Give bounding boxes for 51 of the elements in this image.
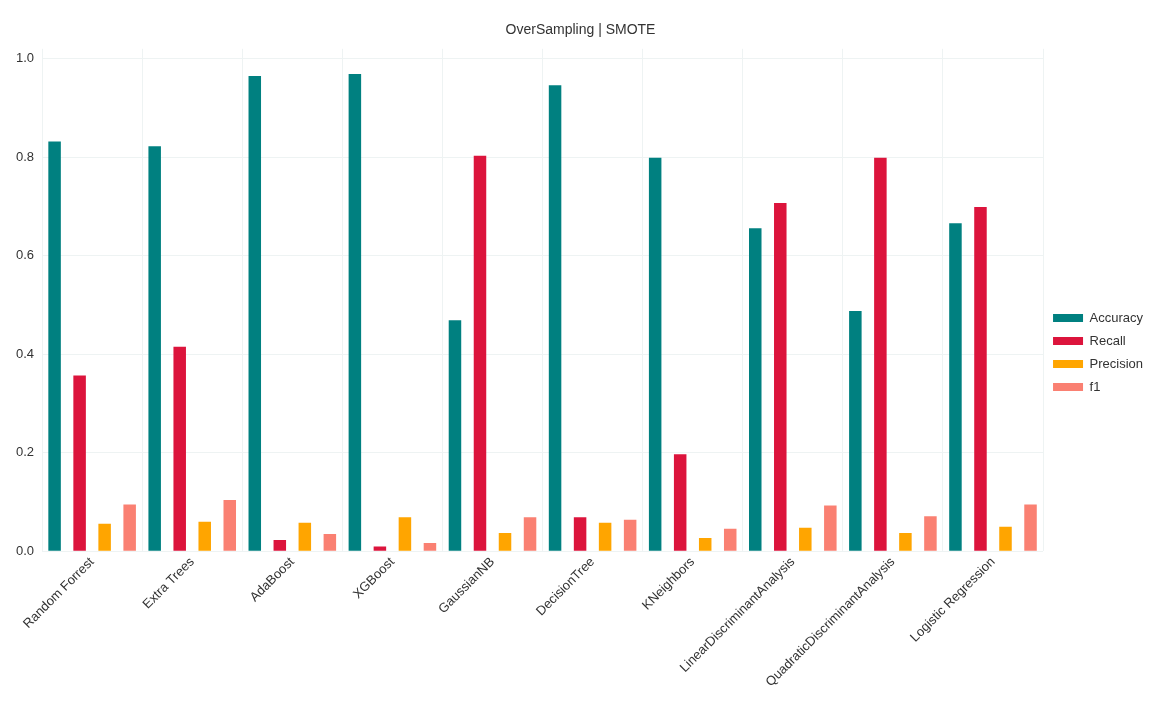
bar (573, 517, 587, 551)
bar (223, 500, 237, 551)
bar (123, 504, 136, 551)
legend-label: Precision (1089, 355, 1143, 371)
legend-label: f1 (1089, 378, 1101, 394)
y-tick-label: 0.4 (15, 345, 35, 361)
bar (698, 538, 712, 551)
bar (373, 546, 387, 551)
bar (1024, 504, 1037, 551)
bar (824, 505, 837, 551)
legend-label: Accuracy (1089, 309, 1144, 325)
bar (999, 526, 1012, 551)
y-tick-label: 0.6 (15, 247, 35, 263)
bar (974, 206, 987, 551)
bar (398, 517, 412, 551)
y-tick-label: 0.0 (15, 542, 35, 558)
bar (799, 527, 812, 551)
bar (198, 521, 211, 551)
bar (648, 157, 662, 551)
bar (623, 519, 637, 551)
bar (598, 522, 612, 551)
bar (73, 375, 86, 551)
bar (248, 75, 262, 551)
bar (749, 228, 762, 551)
bar (323, 534, 337, 551)
bar (98, 523, 111, 551)
chart-title: OverSampling | SMOTE (505, 21, 656, 38)
bar (673, 454, 687, 551)
bar (423, 542, 437, 551)
bar (448, 320, 462, 551)
bar (298, 522, 312, 551)
bar (473, 155, 487, 551)
legend-label: Recall (1089, 332, 1126, 348)
bar (849, 310, 862, 551)
bar (899, 533, 912, 551)
bar (924, 516, 937, 551)
bar (523, 517, 537, 551)
y-tick-label: 0.8 (15, 148, 35, 164)
y-tick-label: 1.0 (15, 50, 35, 66)
bar (48, 141, 61, 551)
bar (548, 85, 562, 551)
bar (348, 73, 362, 551)
bar (498, 533, 512, 551)
bar (874, 157, 887, 551)
bar (949, 223, 962, 551)
bar (148, 146, 161, 551)
y-tick-label: 0.2 (15, 444, 35, 460)
bar (723, 528, 737, 551)
bar (173, 346, 186, 551)
bar (273, 539, 287, 551)
bar (774, 203, 787, 551)
